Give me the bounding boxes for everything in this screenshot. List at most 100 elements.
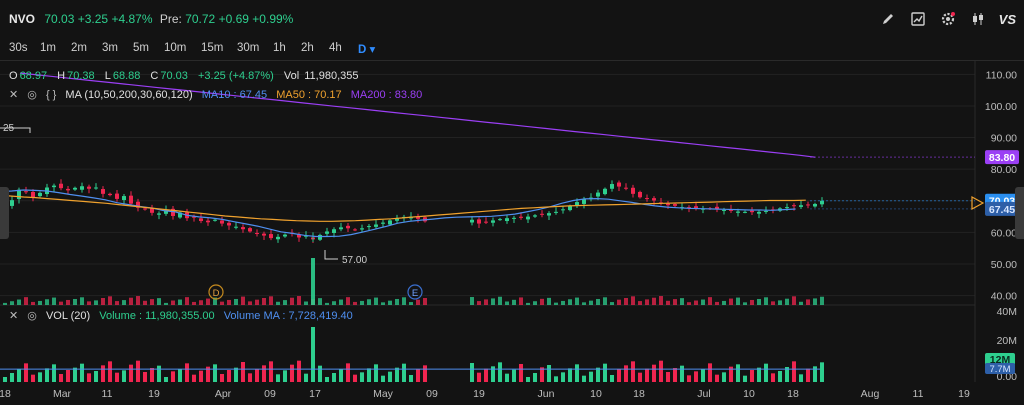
symbol[interactable]: NVO	[9, 12, 36, 26]
volume-bar	[547, 365, 551, 382]
timeframe-30m[interactable]: 30m	[237, 42, 260, 54]
overlay-volume-bar	[423, 298, 427, 305]
overlay-volume-bar	[409, 302, 413, 305]
timeframe-1m[interactable]: 1m	[40, 42, 56, 54]
date-tick-label: 18	[633, 388, 645, 400]
volume-visibility-icon[interactable]: ◎	[27, 310, 37, 322]
candle-body	[255, 232, 259, 234]
timeframe-d[interactable]: D ▾	[358, 44, 376, 56]
timeframe-3m[interactable]: 3m	[102, 42, 118, 54]
ma10-value: MA10 : 67.45	[201, 89, 268, 101]
volume-indicator-name[interactable]: VOL (20)	[45, 310, 91, 322]
candle-body	[115, 193, 119, 199]
overlay-volume-bar	[596, 298, 600, 305]
collapse-icon[interactable]: ✕	[9, 89, 19, 101]
timeframe-1h[interactable]: 1h	[273, 42, 286, 54]
candle-body	[248, 228, 252, 232]
timeframe-5m[interactable]: 5m	[133, 42, 149, 54]
last-price: 70.03	[44, 12, 75, 26]
overlay-volume-bar	[582, 302, 586, 305]
volume-bar	[416, 369, 420, 382]
low-marker-label: 57.00	[342, 255, 367, 266]
volume-tick-label: 20M	[997, 335, 1017, 347]
overlay-volume-bar	[533, 301, 537, 305]
collapse-volume-icon[interactable]: ✕	[9, 310, 19, 322]
candle-body	[192, 216, 196, 218]
volume-bar	[94, 371, 98, 382]
overlay-volume-bar	[381, 302, 385, 305]
candle-body	[206, 220, 210, 223]
overlay-volume-bar	[687, 302, 691, 305]
volume-bar	[38, 372, 42, 382]
volume-bar	[680, 365, 684, 382]
candle-body	[694, 206, 698, 209]
chart-toolbar: VS	[879, 11, 1016, 27]
candle-body	[24, 191, 28, 193]
settings-braces-icon[interactable]: { }	[45, 89, 57, 101]
overlay-volume-bar	[367, 299, 371, 305]
premarket-price: 70.72	[185, 12, 216, 26]
overlay-volume-bar	[603, 297, 607, 305]
timeframe-2h[interactable]: 2h	[301, 42, 314, 54]
candle-body	[505, 218, 509, 222]
candle-body	[582, 198, 586, 204]
ma200-value: MA200 : 83.80	[350, 89, 423, 101]
right-panel-handle[interactable]	[1015, 187, 1024, 239]
overlay-volume-bar	[164, 302, 168, 305]
volume-bar	[498, 362, 502, 382]
volume-bar	[505, 373, 509, 382]
candle-body	[143, 208, 147, 210]
timeframe-10m[interactable]: 10m	[164, 42, 187, 54]
event-earnings-label: E	[412, 288, 418, 299]
volume-bar	[276, 374, 280, 382]
price-chart[interactable]: 110.00100.0090.0080.0070.0060.0050.0040.…	[0, 60, 1024, 405]
overlay-volume-bar	[129, 297, 133, 305]
timeframe-30s[interactable]: 30s	[9, 42, 28, 54]
candle-body	[381, 222, 385, 224]
pencil-icon[interactable]	[879, 11, 897, 27]
date-tick-label: Aug	[861, 388, 880, 400]
date-tick-label: 18	[787, 388, 799, 400]
volume-bar	[290, 364, 294, 382]
volume-bar	[381, 375, 385, 382]
overlay-volume-bar	[498, 296, 502, 305]
volume-bar	[477, 372, 481, 382]
overlay-volume-bar	[304, 301, 308, 305]
date-tick-label: 19	[148, 388, 160, 400]
overlay-volume-bar	[491, 298, 495, 305]
price-tick-label: 110.00	[986, 69, 1017, 81]
overlay-volume-bar	[59, 301, 63, 305]
candlestick-icon[interactable]	[969, 11, 987, 27]
overlay-volume-bar	[624, 298, 628, 305]
candle-body	[346, 225, 350, 229]
volume-bar	[568, 368, 572, 382]
candle-body	[59, 183, 63, 189]
ma200-price-text: 83.80	[989, 152, 1015, 164]
overlay-volume-bar	[143, 300, 147, 305]
candle-body	[360, 228, 364, 230]
timeframe-15m[interactable]: 15m	[201, 42, 224, 54]
overlay-volume-bar	[701, 299, 705, 305]
chart-icon[interactable]	[909, 11, 927, 27]
candle-body	[227, 222, 231, 226]
timeframe-2m[interactable]: 2m	[71, 42, 87, 54]
price-tick-label: 50.00	[991, 259, 1017, 271]
ma10-price-tag	[985, 201, 1019, 216]
compare-button[interactable]: VS	[998, 11, 1016, 27]
overlay-volume-bar	[108, 296, 112, 305]
left-panel-handle[interactable]	[0, 187, 9, 239]
spike-overlay-volume-bar	[311, 258, 315, 305]
date-tick-label: 10	[590, 388, 602, 400]
settings-icon[interactable]	[939, 11, 957, 27]
candle-body	[234, 226, 238, 228]
ma-indicator-name[interactable]: MA (10,50,200,30,60,120)	[65, 89, 193, 101]
candle-body	[596, 192, 600, 197]
volume-bar	[171, 371, 175, 382]
visibility-icon[interactable]: ◎	[27, 89, 37, 101]
timeframe-4h[interactable]: 4h	[329, 42, 342, 54]
overlay-volume-bar	[785, 298, 789, 305]
volume-label: Vol	[283, 70, 300, 82]
overlay-volume-bar	[470, 297, 474, 305]
volume-bar	[575, 364, 579, 382]
volume-bar	[234, 367, 238, 382]
